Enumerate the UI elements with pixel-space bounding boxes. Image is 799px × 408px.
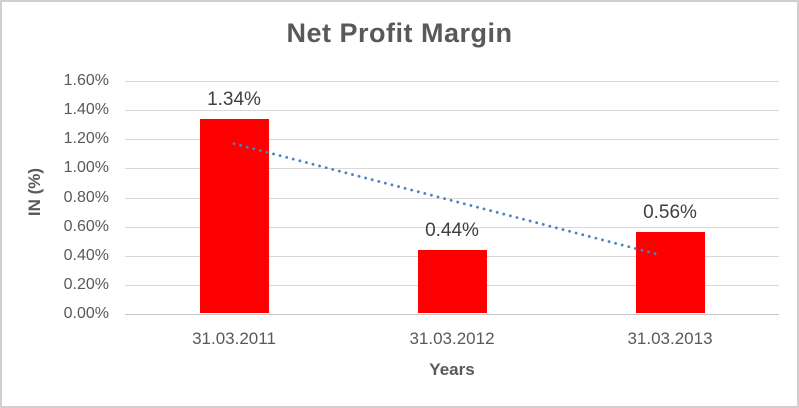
data-label: 0.44% (425, 219, 479, 241)
chart-title: Net Profit Margin (286, 18, 513, 48)
x-tick-label: 31.03.2012 (409, 329, 495, 348)
y-tick-label: 1.00% (63, 159, 109, 177)
x-tick-label: 31.03.2011 (192, 329, 276, 348)
bar (199, 118, 269, 313)
gridline (125, 110, 779, 112)
data-label: 0.56% (643, 202, 697, 224)
y-tick-label: 0.40% (63, 246, 109, 264)
y-tick-label: 1.60% (63, 72, 109, 89)
y-tick-label: 1.20% (63, 130, 109, 148)
y-tick-label: 0.20% (63, 275, 109, 293)
y-tick-label: 0.00% (63, 305, 109, 322)
gridline (125, 139, 779, 141)
y-tick-label: 0.60% (63, 217, 109, 235)
bar (635, 232, 705, 313)
gridline (125, 81, 779, 82)
y-tick-label: 1.40% (63, 101, 109, 119)
bar (417, 249, 487, 313)
x-axis-line (125, 314, 779, 315)
data-label: 1.34% (207, 88, 261, 110)
x-axis-title: Years (429, 360, 475, 379)
x-tick-label: 31.03.2013 (627, 329, 713, 348)
y-tick-label: 0.80% (63, 188, 109, 206)
